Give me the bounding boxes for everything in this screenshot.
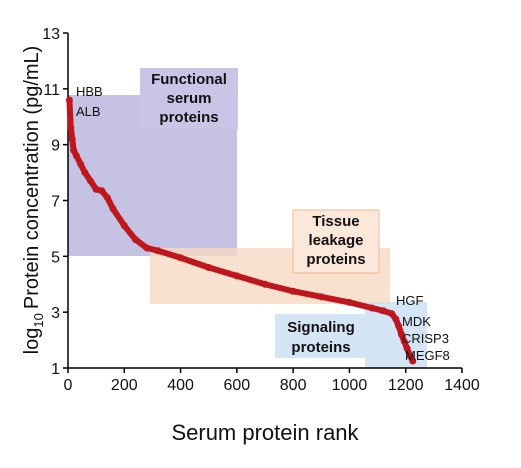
region-label: Functional [151,71,227,88]
data-point [403,344,411,352]
point-label: ALB [76,104,101,119]
x-tick-label: 400 [167,377,194,394]
region-label: Tissue [312,213,359,230]
data-point [233,272,241,280]
y-label-sub: 10 [31,313,46,327]
data-point [103,194,111,202]
y-tick-label: 1 [51,361,60,378]
data-point [368,304,376,312]
data-point [289,287,297,295]
region-label: proteins [291,339,350,356]
y-tick-label: 11 [43,82,60,99]
data-point [81,169,89,177]
data-point [109,205,117,213]
data-point [77,160,85,168]
x-tick-label: 1400 [444,377,480,394]
point-label: CRISP3 [402,331,449,346]
data-point [205,264,213,271]
data-point [87,177,95,185]
data-point [317,293,325,301]
region-signaling [365,302,427,368]
label-box-functional [140,68,238,129]
x-axis-label: Serum protein rank [171,420,359,445]
data-point [92,185,100,193]
x-tick-label: 800 [280,377,307,394]
data-point [379,307,387,315]
y-axis-label: log10 Protein concentration (pg/mL) [21,46,46,355]
data-point [70,146,78,154]
label-box-leakage [292,209,380,274]
point-label: MDK [402,314,431,329]
data-point [67,124,75,132]
data-point [388,310,396,318]
label-box-signaling [275,314,367,358]
region-label: leakage [308,232,363,249]
region-label: Signaling [287,319,355,336]
data-point [395,322,403,330]
y-tick-label: 7 [51,194,60,211]
y-tick-label: 13 [42,26,60,43]
data-point [65,96,73,104]
data-point [261,280,269,288]
x-tick-label: 1200 [388,377,424,394]
data-point [68,135,76,143]
data-point [154,247,162,255]
region-label: proteins [159,109,218,126]
region-label: proteins [306,251,365,268]
data-point [406,351,414,359]
y-label-text: Protein concentration (pg/mL) [21,46,43,309]
data-point [409,357,417,365]
x-tick-label: 0 [64,377,73,394]
point-label: HGF [396,293,424,308]
y-label-base: log [21,328,43,355]
y-tick-label: 5 [51,249,60,266]
data-point [345,298,353,306]
data-point [132,236,140,244]
point-label: HBB [76,84,103,99]
point-label: MEGF8 [405,348,450,363]
y-tick-label: 3 [51,305,60,322]
region-label: serum [166,90,211,107]
data-point [392,315,400,323]
data-point [397,331,405,338]
x-tick-label: 200 [111,377,138,394]
data-point [143,244,151,252]
data-point [400,337,408,345]
y-tick-label: 9 [51,138,60,155]
data-point [72,152,80,160]
data-point [98,187,106,195]
x-tick-label: 1000 [332,377,368,394]
data-point [177,254,185,262]
x-tick-label: 600 [224,377,251,394]
data-point [120,222,128,230]
